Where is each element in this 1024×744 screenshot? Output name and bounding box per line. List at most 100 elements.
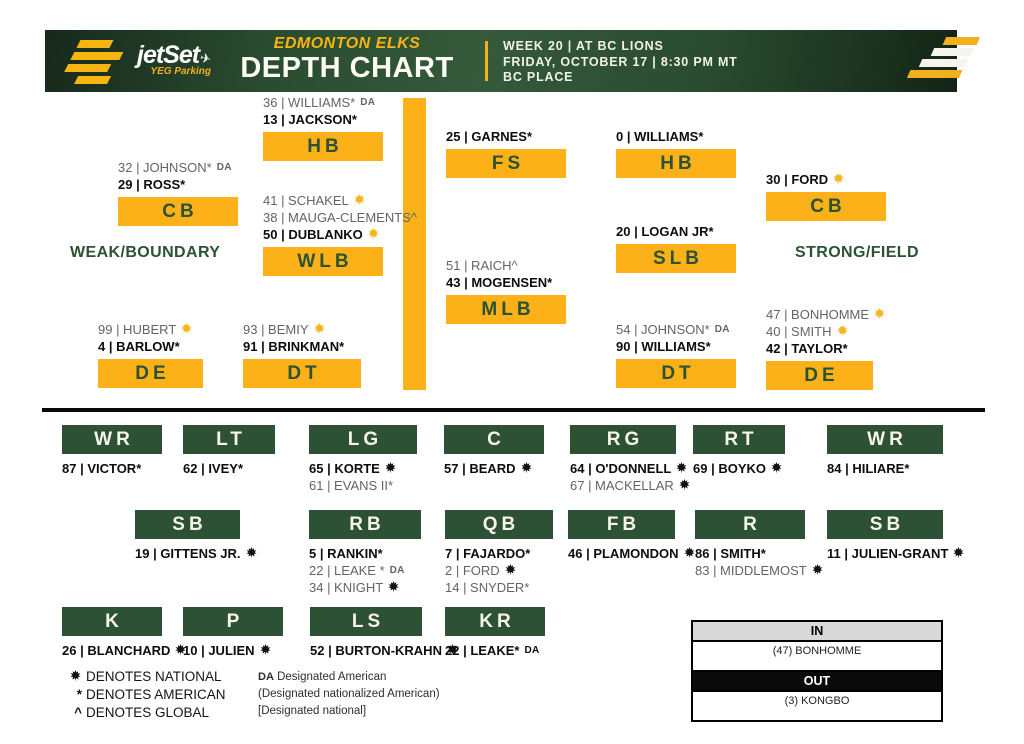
starter-player: 4 | BARLOW* bbox=[98, 338, 203, 355]
backup-player: 2 | FORD bbox=[445, 562, 553, 579]
player-label: 22 | LEAKE * bbox=[309, 563, 385, 578]
offense-group-p: P 10 | JULIEN bbox=[183, 607, 283, 659]
defense-group-slb: 20 | LOGAN JR* SLB bbox=[616, 223, 736, 273]
maple-leaf-icon bbox=[953, 546, 964, 559]
maple-leaf-icon bbox=[175, 643, 186, 656]
position-box-de: DE bbox=[98, 359, 203, 388]
maple-leaf-icon bbox=[812, 563, 823, 576]
starter-player: 22 | LEAKE* DA bbox=[445, 642, 545, 659]
player-label: 86 | SMITH* bbox=[695, 546, 766, 561]
position-box-rg: RG bbox=[570, 425, 676, 454]
table-row: (47) BONHOMME bbox=[772, 645, 862, 657]
title-block: EDMONTON ELKS DEPTH CHART bbox=[223, 35, 471, 83]
maple-leaf-icon bbox=[385, 461, 396, 474]
starter-player: 90 | WILLIAMS* bbox=[616, 338, 736, 355]
offense-group-wr: WR 87 | VICTOR* bbox=[62, 425, 162, 477]
position-box-wr: WR bbox=[827, 425, 943, 454]
header-divider bbox=[485, 41, 488, 81]
position-box-rt: RT bbox=[693, 425, 785, 454]
offense-group-c: C 57 | BEARD bbox=[444, 425, 544, 477]
legend: DENOTES NATIONAL * DENOTES AMERICAN ^ DENOTE… bbox=[66, 667, 226, 721]
position-box-p: P bbox=[183, 607, 283, 636]
designated-american-tag: DA bbox=[360, 97, 376, 108]
defense-group-hb: 0 | WILLIAMS* HB bbox=[616, 128, 736, 178]
defense-group-mlb: 51 | RAICH^ 43 | MOGENSEN* MLB bbox=[446, 257, 566, 324]
position-box-hb: HB bbox=[616, 149, 736, 178]
player-label: 29 | ROSS* bbox=[118, 177, 186, 192]
player-label: 36 | WILLIAMS* bbox=[263, 95, 356, 110]
maple-leaf-icon bbox=[259, 643, 271, 656]
starter-player: 84 | HILIARE* bbox=[827, 460, 943, 477]
position-box-fb: FB bbox=[568, 510, 675, 539]
player-label: 2 | FORD bbox=[445, 563, 500, 578]
legend-item: ^ DENOTES GLOBAL bbox=[66, 703, 226, 721]
starter-player: 52 | BURTON-KRAHN bbox=[310, 642, 459, 659]
offense-group-kr: KR 22 | LEAKE* DA bbox=[445, 607, 545, 659]
starter-player: 10 | JULIEN bbox=[183, 642, 283, 659]
offense-group-k: K 26 | BLANCHARD bbox=[62, 607, 187, 659]
starter-player: 7 | FAJARDO* bbox=[445, 545, 553, 562]
player-label: 50 | DUBLANKO bbox=[263, 227, 363, 242]
starter-player: 42 | TAYLOR* bbox=[766, 340, 886, 357]
position-box-cb: CB bbox=[118, 197, 238, 226]
defense-group-cb: 30 | FORD CB bbox=[766, 171, 886, 221]
player-label: 10 | JULIEN bbox=[183, 643, 255, 658]
starter-player: 87 | VICTOR* bbox=[62, 460, 162, 477]
position-box-rb: RB bbox=[309, 510, 421, 539]
maple-leaf-icon bbox=[66, 669, 82, 682]
player-label: 11 | JULIEN-GRANT bbox=[827, 546, 949, 561]
player-label: 57 | BEARD bbox=[444, 461, 516, 476]
defense-group-cb: 32 | JOHNSON* DA 29 | ROSS* CB bbox=[118, 159, 238, 226]
offense-group-fb: FB 46 | PLAMONDON bbox=[568, 510, 696, 562]
position-box-de: DE bbox=[766, 361, 873, 390]
line-of-scrimmage-bar bbox=[403, 98, 426, 390]
starter-player: 50 | DUBLANKO bbox=[263, 226, 417, 243]
elks-ee-logo bbox=[64, 40, 124, 84]
player-label: 84 | HILIARE* bbox=[827, 461, 910, 476]
table-header-out: OUT bbox=[693, 670, 941, 692]
backup-player: 36 | WILLIAMS* DA bbox=[263, 94, 383, 111]
player-label: 64 | O'DONNELL bbox=[570, 461, 672, 476]
player-label: 54 | JOHNSON* bbox=[616, 322, 710, 337]
player-label: 22 | LEAKE* bbox=[445, 643, 520, 658]
starter-player: 65 | KORTE bbox=[309, 460, 417, 477]
offense-group-qb: QB 7 | FAJARDO* 2 | FORD 14 | SNYDER* bbox=[445, 510, 553, 596]
position-box-k: K bbox=[62, 607, 162, 636]
strong-side-label: STRONG/FIELD bbox=[795, 244, 919, 261]
offense-group-r: R 86 | SMITH* 83 | MIDDLEMOST bbox=[695, 510, 824, 579]
player-label: 34 | KNIGHT bbox=[309, 580, 384, 595]
starter-player: 62 | IVEY* bbox=[183, 460, 275, 477]
da-legend-line: (Designated nationalized American) bbox=[258, 688, 440, 700]
position-box-wlb: WLB bbox=[263, 247, 383, 276]
defense-group-dt: 54 | JOHNSON* DA 90 | WILLIAMS* DT bbox=[616, 321, 736, 388]
game-info-line: FRIDAY, OCTOBER 17 | 8:30 PM MT bbox=[503, 54, 738, 69]
player-label: 42 | TAYLOR* bbox=[766, 341, 848, 356]
legend-symbol: ^ bbox=[74, 704, 82, 720]
position-box-sb: SB bbox=[135, 510, 240, 539]
position-box-wr: WR bbox=[62, 425, 162, 454]
backup-player: 67 | MACKELLAR bbox=[570, 477, 691, 494]
position-box-lg: LG bbox=[309, 425, 417, 454]
game-info-line: WEEK 20 | AT BC LIONS bbox=[503, 39, 664, 53]
starter-player: 30 | FORD bbox=[766, 171, 886, 188]
starter-player: 46 | PLAMONDON bbox=[568, 545, 696, 562]
player-label: 14 | SNYDER* bbox=[445, 580, 530, 595]
player-label: 93 | BEMIY bbox=[243, 322, 309, 337]
backup-player: 54 | JOHNSON* DA bbox=[616, 321, 736, 338]
starter-player: 26 | BLANCHARD bbox=[62, 642, 187, 659]
player-label: 83 | MIDDLEMOST bbox=[695, 563, 807, 578]
maple-leaf-icon bbox=[245, 546, 257, 559]
position-box-lt: LT bbox=[183, 425, 275, 454]
defense-group-fs: 25 | GARNES* FS bbox=[446, 128, 566, 178]
legend-text: DENOTES AMERICAN bbox=[86, 686, 226, 702]
page-title: DEPTH CHART bbox=[240, 52, 454, 84]
position-box-qb: QB bbox=[445, 510, 553, 539]
player-label: 20 | LOGAN JR* bbox=[616, 224, 714, 239]
starter-player: 20 | LOGAN JR* bbox=[616, 223, 736, 240]
starter-player: 64 | O'DONNELL bbox=[570, 460, 691, 477]
offense-group-rt: RT 69 | BOYKO bbox=[693, 425, 785, 477]
offense-group-rg: RG 64 | O'DONNELL 67 | MACKELLAR bbox=[570, 425, 691, 494]
legend-symbol: * bbox=[76, 686, 82, 702]
maple-leaf-icon bbox=[874, 307, 885, 320]
